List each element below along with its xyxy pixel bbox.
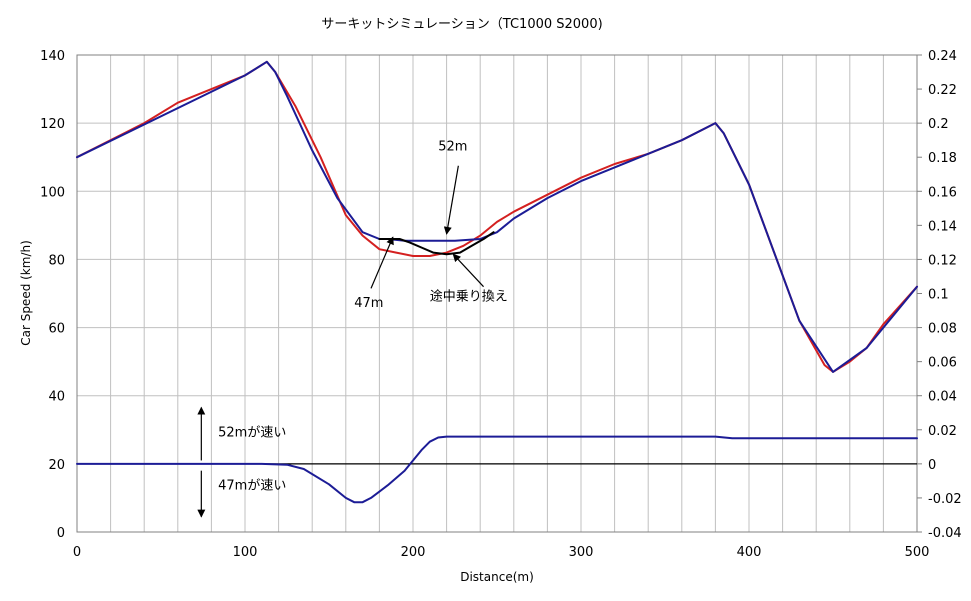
x-tick-label: 0 <box>73 545 81 560</box>
y-tick-label: 80 <box>48 253 65 268</box>
y-tick-label: 40 <box>48 390 65 405</box>
annotation-label: 52mが速い <box>218 426 286 441</box>
y2-tick-label: -0.02 <box>928 492 962 507</box>
plot-lines <box>76 60 918 504</box>
series-line-black <box>378 231 495 256</box>
x-axis-label: Distance(m) <box>460 570 534 584</box>
y-tick-label: 140 <box>40 49 65 64</box>
y2-tick-label: 0.12 <box>928 253 957 268</box>
y2-tick-label: 0.22 <box>928 83 957 98</box>
y2-tick-label: 0.16 <box>928 185 957 200</box>
x-tick-label: 400 <box>737 545 762 560</box>
x-tick-label: 100 <box>233 545 258 560</box>
y-axis-label: Car Speed (km/h) <box>19 240 33 346</box>
x-tick-label: 500 <box>905 545 930 560</box>
annotation-label: 途中乗り換え <box>430 288 508 304</box>
annotations: 52m 47m 途中乗り換え 52mが速い 47mが速い <box>197 139 508 518</box>
y-tick-label: 0 <box>57 526 65 541</box>
annotation-arrow <box>443 165 459 235</box>
annotation-label: 47mが速い <box>218 478 286 493</box>
y2-tick-label: 0.24 <box>928 49 957 64</box>
y-tick-label: 100 <box>40 185 65 200</box>
y2-tick-label: -0.04 <box>928 526 962 541</box>
y-tick-label: 120 <box>40 117 65 132</box>
x-tick-label: 200 <box>401 545 426 560</box>
series-line-blue <box>76 60 918 373</box>
y-tick-label: 20 <box>48 458 65 473</box>
annotation-label: 52m <box>438 139 467 154</box>
x-tick-label: 300 <box>569 545 594 560</box>
y2-tick-label: 0.2 <box>928 117 949 132</box>
series-line-red <box>76 60 918 373</box>
y2-tick-label: 0.1 <box>928 288 949 303</box>
y2-tick-label: 0.14 <box>928 219 957 234</box>
y2-tick-label: 0.04 <box>928 390 957 405</box>
y2-tick-label: 0 <box>928 458 936 473</box>
annotation-label: 47m <box>354 296 383 311</box>
y-tick-label: 60 <box>48 322 65 337</box>
y2-tick-label: 0.08 <box>928 322 957 337</box>
y2-tick-label: 0.06 <box>928 356 957 371</box>
chart-title: サーキットシミュレーション（TC1000 S2000) <box>321 17 602 32</box>
series-line-difference <box>76 435 918 504</box>
y2-tick-label: 0.02 <box>928 424 957 439</box>
y2-tick-label: 0.18 <box>928 151 957 166</box>
annotation-arrow <box>370 236 394 289</box>
axes: 0 100 200 300 400 500 0 20 40 60 80 100 120 140 -0.04 -… <box>40 49 961 560</box>
annotation-arrow <box>452 253 484 288</box>
